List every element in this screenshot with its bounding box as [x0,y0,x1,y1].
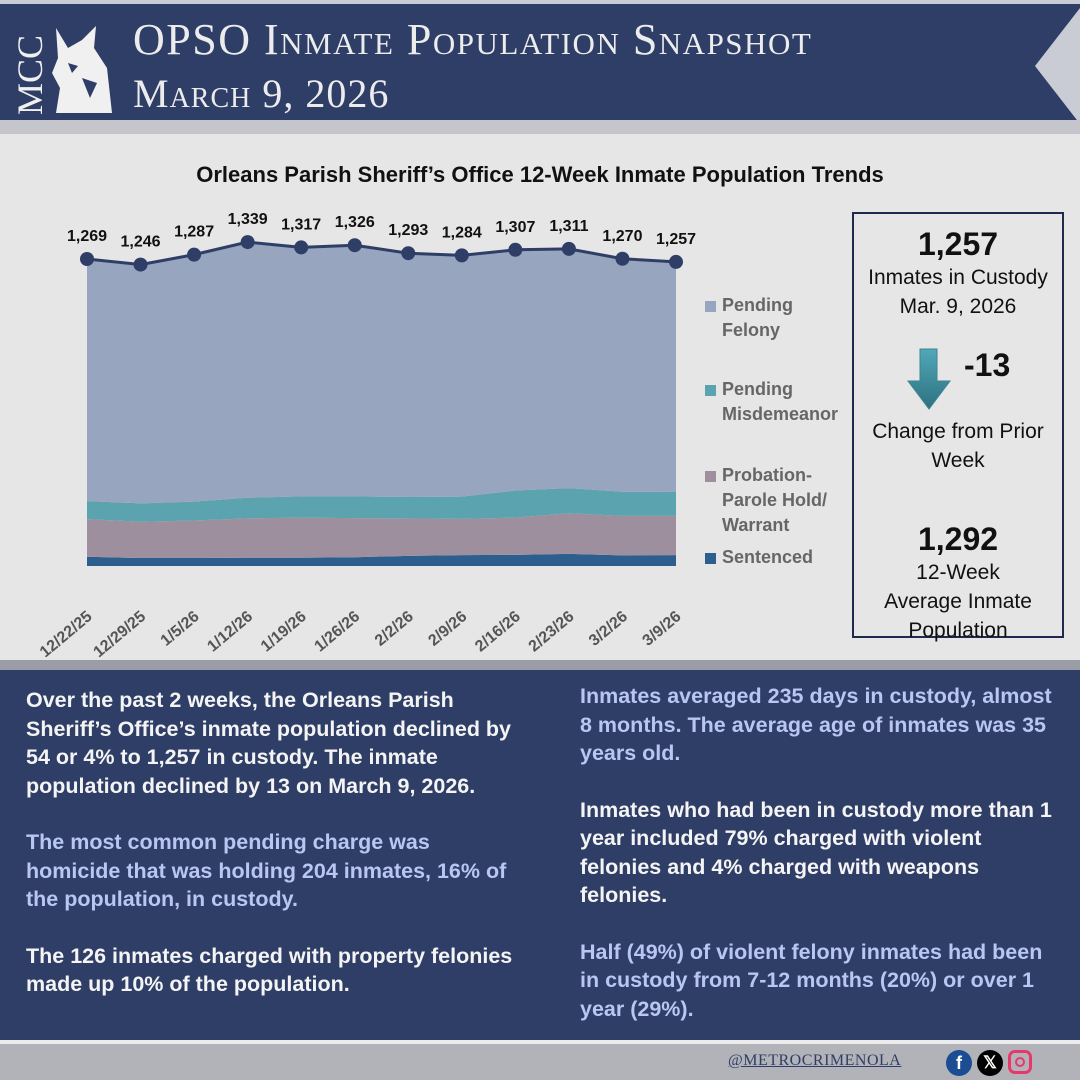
facebook-icon[interactable]: f [946,1050,972,1076]
data-label: 1,269 [67,228,107,245]
data-label: 1,287 [174,224,214,241]
total-point [294,240,309,255]
x-tick-label: 2/16/26 [472,608,524,655]
x-tick-label: 1/5/26 [158,608,203,650]
legend-label: Parole Hold/ [722,490,827,510]
population-chart: 1,269 12/22/25 1,246 12/29/25 1,287 1/5/26 1,3… [37,211,838,660]
social-handle-link[interactable]: @METROCRIMENOLA [728,1052,902,1069]
legend-label: Pending [722,295,793,315]
summary-paragraph: Over the past 2 weeks, the Orleans Paris… [26,688,512,798]
x-tick-label: 2/2/26 [372,608,417,650]
summary-right: Inmates averaged 235 days in custody, al… [580,682,1055,1051]
footer: @METROCRIMENOLA f 𝕏 [0,1040,1080,1080]
x-tick-label: 1/19/26 [258,608,310,655]
summary-paragraph: Inmates averaged 235 days in custody, al… [580,684,1052,765]
x-tick-label: 12/29/25 [90,608,149,660]
data-label: 1,317 [281,216,321,233]
area-pending-felony [87,242,676,504]
legend-label: Pending [722,379,793,399]
legend-label: Felony [722,320,780,340]
summary-paragraph: Inmates who had been in custody more tha… [580,797,1052,908]
data-label: 1,326 [335,214,375,231]
data-label: 1,311 [549,218,588,235]
x-tick-label: 1/12/26 [204,608,256,655]
header-strip [0,0,1080,4]
total-point [669,254,683,269]
legend-label: Warrant [722,515,789,535]
x-tick-label: 3/9/26 [640,608,685,650]
summary-left: Over the past 2 weeks, the Orleans Paris… [26,686,526,1027]
down-arrow-icon [907,348,951,410]
legend-swatch [705,301,716,312]
total-point [401,246,416,261]
change-value: -13 [964,347,1011,383]
summary-paragraph: Half (49%) of violent felony inmates had… [580,939,1043,1021]
data-label: 1,293 [388,222,428,239]
total-point [80,252,94,266]
stats-box: 1,257 Inmates in Custody Mar. 9, 2026 -1… [852,212,1064,642]
x-tick-label: 12/22/25 [37,608,96,660]
header: MCC OPSO Inmate Population Snapshot Marc… [0,4,1080,124]
avg-value: 1,292 [917,521,999,557]
legend-swatch [705,471,716,482]
total-point [347,238,362,253]
data-label: 1,246 [121,234,161,251]
legend-label: Misdemeanor [722,404,838,424]
x-tick-label: 3/2/26 [586,608,631,650]
page-date: March 9, 2026 [133,71,390,116]
legend-swatch [705,385,716,396]
data-label: 1,257 [656,231,696,248]
custody-label: Inmates in Custody [868,266,1048,289]
chart-panel: Orleans Parish Sheriff’s Office 12-Week … [0,134,1080,660]
chevron-decoration [1035,8,1080,124]
custody-date: Mar. 9, 2026 [899,295,1017,318]
x-tick-label: 2/23/26 [526,608,578,655]
area-sentenced [87,553,676,566]
instagram-icon[interactable] [1008,1050,1032,1074]
data-label: 1,307 [495,219,535,236]
x-icon[interactable]: 𝕏 [977,1050,1003,1076]
page-title: OPSO Inmate Population Snapshot [133,15,813,64]
x-tick-label: 1/26/26 [311,608,363,655]
total-point [561,241,576,256]
data-label: 1,270 [602,228,642,245]
avg-label: 12-Week Average Inmate Population [884,561,1032,642]
total-point [508,242,523,257]
legend-swatch [705,553,716,564]
change-label: Change from Prior Week [872,420,1044,472]
legend-label: Sentenced [722,547,813,567]
data-label: 1,339 [228,211,268,228]
area-probation-parole-hold-warrant [87,513,676,559]
divider [0,660,1080,670]
area-pending-misdemeanor [87,488,676,522]
total-point [615,251,630,266]
mcc-logo: MCC [10,18,118,116]
summary-paragraph: The most common pending charge was homic… [26,830,507,911]
divider-band [0,120,1080,134]
x-tick-label: 2/9/26 [425,608,470,650]
svg-text:MCC: MCC [12,35,50,115]
summary-panel: Over the past 2 weeks, the Orleans Paris… [0,670,1080,1040]
total-line [86,240,677,267]
change-row: -13 [854,337,1062,417]
custody-value: 1,257 [917,226,999,262]
data-label: 1,284 [442,224,482,241]
summary-paragraph: The 126 inmates charged with property fe… [26,943,513,997]
chart-title: Orleans Parish Sheriff’s Office 12-Week … [196,162,884,187]
total-point [240,235,255,250]
legend-label: Probation- [722,465,812,485]
total-point [133,257,148,272]
total-point [187,247,202,262]
total-point [454,248,469,263]
